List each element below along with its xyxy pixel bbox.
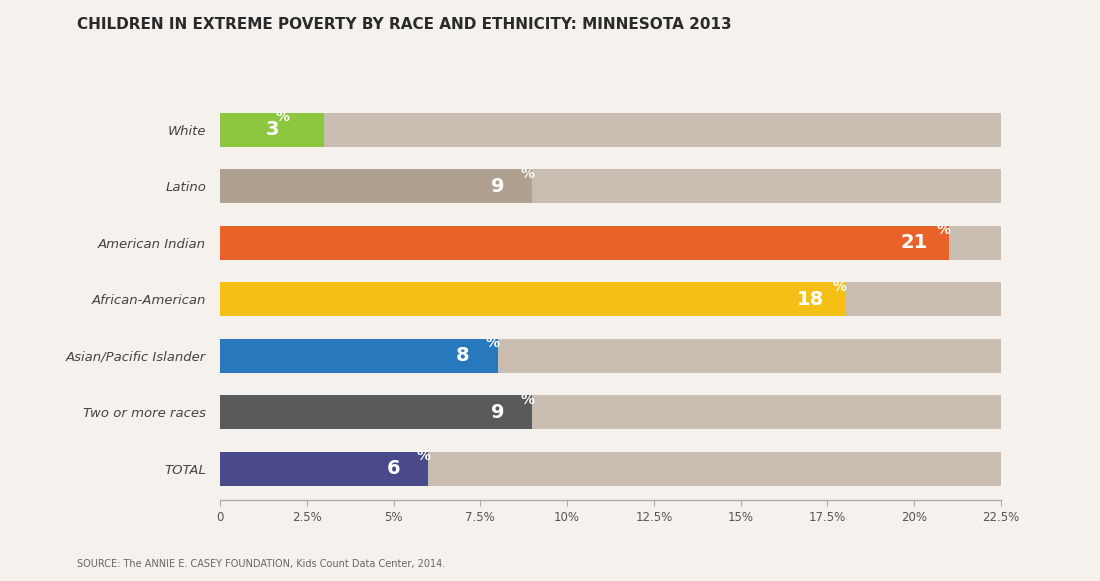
Text: 9: 9 [491, 403, 505, 422]
Bar [220, 169, 1001, 203]
Text: %: % [833, 280, 847, 294]
Bar [220, 339, 497, 372]
Text: 18: 18 [796, 290, 824, 309]
Text: 21: 21 [901, 233, 927, 252]
Bar [220, 395, 532, 429]
Bar [220, 339, 1001, 372]
Text: %: % [520, 393, 535, 407]
Bar [220, 451, 1001, 486]
Bar [220, 282, 845, 316]
Bar [220, 113, 324, 147]
Text: 6: 6 [387, 459, 400, 478]
Text: SOURCE: The ANNIE E. CASEY FOUNDATION, Kids Count Data Center, 2014.: SOURCE: The ANNIE E. CASEY FOUNDATION, K… [77, 560, 446, 569]
Text: CHILDREN IN EXTREME POVERTY BY RACE AND ETHNICITY: MINNESOTA 2013: CHILDREN IN EXTREME POVERTY BY RACE AND … [77, 17, 732, 33]
Bar [220, 395, 1001, 429]
Text: 9: 9 [491, 177, 505, 196]
Bar [220, 113, 1001, 147]
Text: %: % [485, 336, 499, 350]
Bar [220, 169, 532, 203]
Text: %: % [937, 223, 950, 237]
Bar [220, 226, 1001, 260]
Bar [220, 451, 428, 486]
Text: 8: 8 [456, 346, 470, 365]
Bar [220, 226, 949, 260]
Text: %: % [275, 110, 289, 124]
Text: %: % [416, 449, 430, 463]
Bar [220, 282, 1001, 316]
Text: 3: 3 [265, 120, 278, 139]
Text: %: % [520, 167, 535, 181]
